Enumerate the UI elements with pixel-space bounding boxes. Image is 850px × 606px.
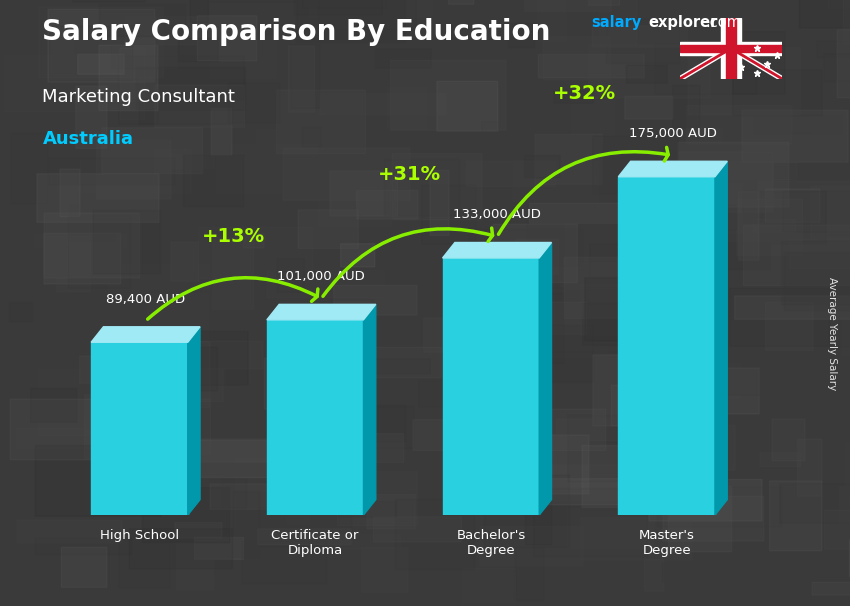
Polygon shape: [539, 242, 552, 515]
Text: +13%: +13%: [202, 227, 265, 246]
Text: 101,000 AUD: 101,000 AUD: [277, 270, 366, 283]
Polygon shape: [267, 304, 376, 320]
Bar: [443, 258, 539, 515]
Text: Average Yearly Salary: Average Yearly Salary: [827, 277, 837, 390]
Text: Salary Comparison By Education: Salary Comparison By Education: [42, 18, 551, 46]
Text: Australia: Australia: [42, 130, 133, 148]
Text: explorer: explorer: [649, 15, 718, 30]
Polygon shape: [364, 304, 376, 515]
Bar: [680, 45, 782, 52]
Text: 175,000 AUD: 175,000 AUD: [629, 127, 717, 140]
Polygon shape: [91, 327, 200, 342]
Text: salary: salary: [591, 15, 641, 30]
Polygon shape: [618, 161, 728, 177]
Bar: [680, 42, 782, 55]
Text: .com: .com: [706, 15, 741, 30]
Bar: [721, 18, 741, 79]
Text: Marketing Consultant: Marketing Consultant: [42, 88, 235, 106]
Polygon shape: [443, 242, 552, 258]
Text: +31%: +31%: [377, 165, 441, 184]
Bar: [267, 320, 364, 515]
Bar: [91, 342, 188, 515]
Bar: [618, 177, 715, 515]
Text: 133,000 AUD: 133,000 AUD: [453, 208, 541, 221]
Bar: [726, 18, 736, 79]
Polygon shape: [715, 161, 728, 515]
Text: 89,400 AUD: 89,400 AUD: [106, 293, 185, 305]
Text: +32%: +32%: [553, 84, 616, 103]
Polygon shape: [188, 327, 200, 515]
